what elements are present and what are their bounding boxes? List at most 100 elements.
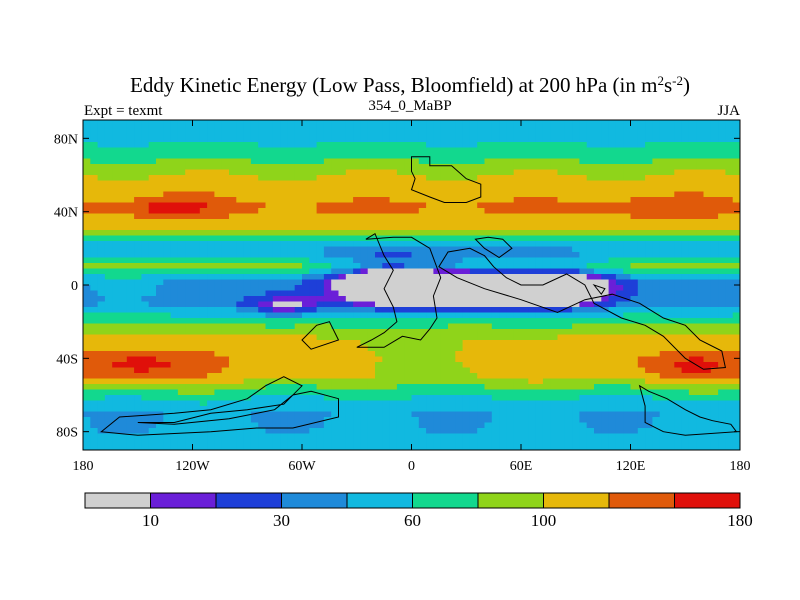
field-cell xyxy=(353,406,361,413)
field-cell xyxy=(207,318,215,325)
field-cell xyxy=(732,208,740,215)
field-cell xyxy=(134,125,142,132)
field-cell xyxy=(608,191,617,198)
field-cell xyxy=(309,411,318,418)
field-cell xyxy=(389,257,398,264)
field-cell xyxy=(229,400,237,407)
field-cell xyxy=(623,356,632,363)
field-cell xyxy=(345,169,354,176)
field-cell xyxy=(623,153,632,160)
field-cell xyxy=(265,120,274,127)
field-cell xyxy=(608,230,617,237)
field-cell xyxy=(477,147,486,154)
field-cell xyxy=(207,131,215,138)
field-cell xyxy=(104,169,113,176)
field-cell xyxy=(484,169,493,176)
field-cell xyxy=(521,175,529,182)
field-cell xyxy=(250,411,259,418)
field-cell xyxy=(418,235,427,242)
field-cell xyxy=(426,142,434,149)
field-cell xyxy=(141,219,150,226)
field-cell xyxy=(623,224,632,231)
field-cell xyxy=(265,356,274,363)
field-cell xyxy=(258,224,267,231)
field-cell xyxy=(316,285,325,292)
field-cell xyxy=(236,241,245,248)
field-cell xyxy=(287,340,296,347)
field-cell xyxy=(601,164,610,171)
field-cell xyxy=(725,186,734,193)
field-cell xyxy=(90,169,99,176)
field-cell xyxy=(375,263,383,270)
field-cell xyxy=(681,411,690,418)
field-cell xyxy=(696,153,705,160)
field-cell xyxy=(199,131,208,138)
field-cell xyxy=(659,257,668,264)
field-cell xyxy=(542,384,551,391)
field-cell xyxy=(564,120,573,127)
field-cell xyxy=(83,351,91,358)
field-cell xyxy=(90,362,99,369)
field-cell xyxy=(134,395,142,402)
field-cell xyxy=(411,197,420,204)
field-cell xyxy=(426,362,434,369)
field-cell xyxy=(389,417,398,424)
field-cell xyxy=(331,356,340,363)
field-cell xyxy=(221,169,230,176)
field-cell xyxy=(323,329,332,336)
field-cell xyxy=(608,345,617,352)
field-cell xyxy=(696,378,705,385)
field-cell xyxy=(360,191,369,198)
field-cell xyxy=(652,290,661,297)
field-cell xyxy=(236,230,245,237)
field-cell xyxy=(404,373,413,380)
field-cell xyxy=(141,301,150,308)
field-cell xyxy=(83,164,91,171)
field-cell xyxy=(455,334,464,341)
field-cell xyxy=(703,334,712,341)
field-cell xyxy=(455,175,464,182)
field-cell xyxy=(83,197,91,204)
field-cell xyxy=(681,400,690,407)
field-cell xyxy=(229,285,237,292)
field-cell xyxy=(586,164,595,171)
field-cell xyxy=(331,120,340,127)
field-cell xyxy=(513,158,522,165)
field-cell xyxy=(455,136,464,143)
field-cell xyxy=(353,422,361,429)
field-cell xyxy=(659,290,668,297)
field-cell xyxy=(141,268,150,275)
field-cell xyxy=(513,147,522,154)
field-cell xyxy=(345,125,354,132)
field-cell xyxy=(353,367,361,374)
field-cell xyxy=(134,400,142,407)
field-cell xyxy=(97,285,106,292)
field-cell xyxy=(608,142,617,149)
field-cell xyxy=(375,208,383,215)
field-cell xyxy=(177,169,186,176)
field-cell xyxy=(601,323,610,330)
field-cell xyxy=(90,334,99,341)
field-cell xyxy=(170,235,179,242)
field-cell xyxy=(521,323,529,330)
field-cell xyxy=(491,307,500,314)
field-cell xyxy=(214,213,223,220)
field-cell xyxy=(615,296,624,303)
field-cell xyxy=(652,153,661,160)
field-cell xyxy=(469,186,478,193)
field-cell xyxy=(119,235,128,242)
field-cell xyxy=(177,329,186,336)
field-cell xyxy=(718,224,726,231)
field-cell xyxy=(323,131,332,138)
field-cell xyxy=(236,158,245,165)
field-cell xyxy=(725,202,734,209)
field-cell xyxy=(185,334,194,341)
field-cell xyxy=(426,197,434,204)
field-cell xyxy=(280,202,288,209)
field-cell xyxy=(338,307,347,314)
field-cell xyxy=(469,417,478,424)
field-cell xyxy=(185,417,194,424)
field-cell xyxy=(375,351,383,358)
field-cell xyxy=(170,318,179,325)
field-cell xyxy=(499,329,507,336)
